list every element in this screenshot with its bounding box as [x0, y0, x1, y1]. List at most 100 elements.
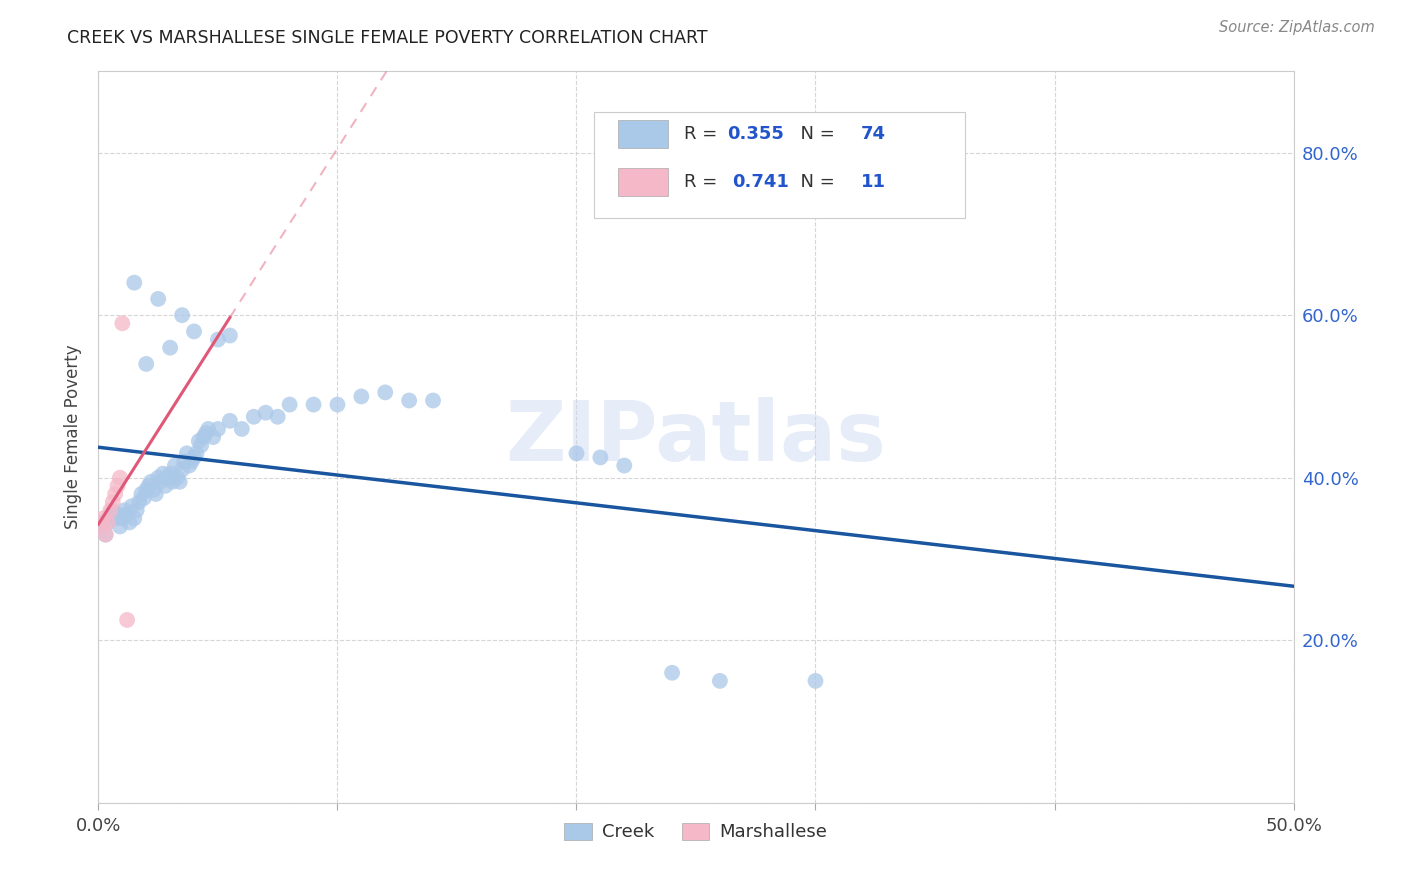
Point	[107, 479, 129, 493]
Point	[207, 333, 229, 347]
Point	[108, 519, 131, 533]
Point	[190, 438, 212, 452]
Point	[111, 316, 134, 330]
Point	[179, 458, 201, 473]
Point	[180, 454, 202, 468]
Point	[90, 519, 112, 533]
Point	[195, 425, 218, 440]
Point	[398, 393, 420, 408]
Point	[104, 487, 127, 501]
Point	[131, 487, 153, 501]
Point	[91, 516, 114, 530]
Point	[148, 471, 170, 485]
Point	[350, 389, 373, 403]
Text: N =: N =	[789, 173, 846, 191]
Text: 74: 74	[860, 125, 886, 144]
Point	[172, 462, 194, 476]
Point	[172, 308, 194, 322]
Point	[183, 450, 205, 465]
Point	[152, 467, 174, 481]
FancyBboxPatch shape	[619, 168, 668, 195]
Point	[121, 499, 143, 513]
Point	[111, 511, 134, 525]
Point	[267, 409, 290, 424]
Text: 0.355: 0.355	[727, 125, 785, 144]
Point	[155, 479, 177, 493]
Point	[186, 446, 208, 460]
Point	[94, 527, 117, 541]
Point	[124, 511, 146, 525]
Point	[589, 450, 612, 465]
Point	[98, 508, 122, 522]
Point	[107, 508, 129, 522]
FancyBboxPatch shape	[619, 120, 668, 148]
Point	[138, 479, 160, 493]
Point	[132, 491, 155, 505]
Point	[135, 357, 157, 371]
Text: Source: ZipAtlas.com: Source: ZipAtlas.com	[1219, 20, 1375, 35]
Text: R =: R =	[685, 125, 723, 144]
Point	[97, 516, 120, 530]
Point	[114, 503, 136, 517]
FancyBboxPatch shape	[595, 112, 965, 218]
Point	[374, 385, 396, 400]
Point	[183, 325, 205, 339]
Point	[159, 341, 181, 355]
Point	[661, 665, 683, 680]
Point	[124, 276, 146, 290]
Point	[709, 673, 731, 688]
Point	[202, 430, 225, 444]
Point	[219, 328, 242, 343]
Point	[166, 471, 188, 485]
Point	[135, 483, 157, 497]
Point	[148, 292, 170, 306]
Point	[804, 673, 827, 688]
Point	[613, 458, 636, 473]
Point	[104, 511, 127, 525]
Point	[91, 511, 114, 525]
Point	[187, 434, 209, 449]
Text: 0.741: 0.741	[733, 173, 789, 191]
Point	[101, 503, 124, 517]
Text: N =: N =	[789, 125, 841, 144]
Point	[565, 446, 588, 460]
Point	[94, 527, 117, 541]
Point	[173, 454, 195, 468]
Point	[207, 422, 229, 436]
Point	[162, 475, 184, 489]
Point	[302, 398, 325, 412]
Text: ZIPatlas: ZIPatlas	[506, 397, 886, 477]
Point	[142, 483, 165, 497]
Point	[90, 519, 112, 533]
Point	[149, 475, 172, 489]
Point	[243, 409, 266, 424]
Point	[169, 475, 191, 489]
Point	[219, 414, 242, 428]
Point	[278, 398, 301, 412]
Point	[128, 495, 150, 509]
Y-axis label: Single Female Poverty: Single Female Poverty	[65, 345, 83, 529]
Point	[231, 422, 253, 436]
Point	[115, 508, 138, 522]
Point	[108, 471, 131, 485]
Point	[163, 458, 186, 473]
Point	[125, 503, 148, 517]
Text: R =: R =	[685, 173, 728, 191]
Point	[193, 430, 215, 444]
Point	[326, 398, 349, 412]
Point	[145, 487, 167, 501]
Point	[97, 516, 120, 530]
Point	[197, 422, 219, 436]
Point	[176, 446, 198, 460]
Point	[101, 495, 124, 509]
Text: 11: 11	[860, 173, 886, 191]
Point	[98, 503, 122, 517]
Legend: Creek, Marshallese: Creek, Marshallese	[557, 815, 835, 848]
Point	[156, 471, 179, 485]
Point	[159, 467, 181, 481]
Point	[115, 613, 138, 627]
Point	[422, 393, 444, 408]
Point	[118, 516, 141, 530]
Point	[254, 406, 277, 420]
Point	[139, 475, 162, 489]
